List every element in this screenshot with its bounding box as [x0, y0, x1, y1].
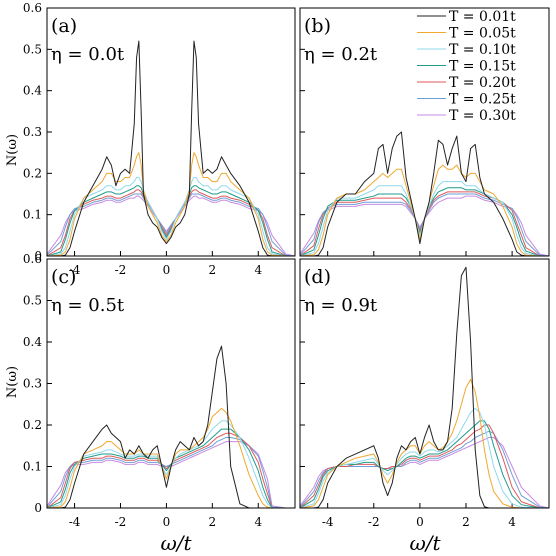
y-tick-label: 0.6: [23, 1, 42, 15]
y-axis-label-bottom: N(ω): [5, 366, 20, 398]
series-line-T5: [300, 430, 549, 508]
plot-frame: [299, 7, 550, 257]
x-tick-label: -2: [115, 515, 127, 529]
panel-label: (d): [304, 266, 331, 288]
y-tick-label: 0.3: [23, 377, 42, 391]
series-line-T0: [47, 345, 286, 508]
series-line-T2: [300, 407, 549, 508]
series-line-T5: [47, 193, 295, 256]
y-tick-label: 0.5: [23, 42, 42, 56]
y-tick-label: 0.2: [23, 166, 42, 180]
series-line-T6: [300, 195, 549, 256]
y-tick-label: 0.1: [23, 208, 42, 222]
y-tick-label: 0.5: [23, 294, 42, 308]
series-line-T0: [47, 40, 295, 256]
legend-label: T = 0.05t: [449, 26, 516, 42]
eta-annotation: η = 0.0t: [51, 44, 125, 65]
x-axis-label-right: ω/t: [409, 531, 441, 555]
panel-label: (b): [304, 15, 331, 37]
panel-label: (a): [51, 15, 77, 37]
x-tick-label: -4: [69, 515, 81, 529]
y-tick-label: 0.4: [23, 84, 42, 98]
x-tick-label: 4: [508, 515, 516, 529]
series-line-T4: [300, 424, 549, 508]
series-line-T3: [300, 420, 549, 508]
x-tick-label: 0: [416, 515, 424, 529]
x-tick-label: -2: [368, 515, 380, 529]
series-line-T0: [300, 131, 549, 256]
y-tick-label: 0.2: [23, 418, 42, 432]
series-line-T2: [47, 176, 295, 256]
y-tick-label: 0.1: [23, 460, 42, 474]
y-tick-label: 0.4: [23, 335, 42, 349]
panel-label: (c): [51, 266, 76, 288]
x-tick-label: 4: [254, 263, 262, 277]
x-axis-label-left: ω/t: [160, 531, 192, 555]
x-tick-label: 2: [209, 263, 217, 277]
y-tick-label: 0.6: [23, 252, 42, 266]
series-line-T1: [300, 378, 549, 508]
panel-c: -4 -2 0 2 4 0 0.1 0.2 0.3 0.4 0.5 0.6 (c) η = 0.5t: [23, 252, 296, 529]
legend-label: T = 0.30t: [449, 108, 516, 124]
x-tick-label: 2: [209, 515, 217, 529]
eta-annotation: η = 0.5t: [51, 295, 125, 316]
eta-annotation: η = 0.2t: [304, 44, 378, 65]
x-tick-label: 4: [254, 515, 262, 529]
plot-frame: [46, 258, 296, 509]
series-line-T1: [47, 152, 295, 256]
panel-a: -4 -2 0 2 4 0 0.1 0.2 0.3 0.4 0.5 0.6 (a) η = 0.0t: [23, 1, 296, 277]
legend-label: T = 0.15t: [449, 59, 516, 75]
series-line-T3: [47, 185, 295, 256]
y-tick-label: 0: [34, 249, 42, 263]
x-tick-label: -4: [69, 263, 81, 277]
series-line-T6: [47, 195, 295, 256]
legend-label: T = 0.10t: [449, 42, 516, 58]
x-tick-label: -4: [322, 515, 334, 529]
x-tick-label: 0: [163, 515, 171, 529]
plot-frame: [299, 258, 550, 509]
x-tick-label: 2: [462, 515, 470, 529]
legend-label: T = 0.20t: [449, 75, 516, 91]
legend-label: T = 0.25t: [449, 92, 516, 108]
eta-annotation: η = 0.9t: [304, 295, 378, 316]
series-line-T2: [47, 420, 286, 508]
y-tick-label: 0.3: [23, 125, 42, 139]
series-line-T4: [47, 432, 286, 508]
x-tick-label: -2: [115, 263, 127, 277]
plot-frame: [46, 7, 296, 257]
series-line-T2: [300, 181, 549, 256]
legend-label: T = 0.01t: [449, 9, 516, 25]
series-line-T5: [47, 436, 286, 508]
panel-b: (b) η = 0.2t: [299, 7, 550, 257]
panel-d: -4 -2 0 2 4 (d) η = 0.9t: [299, 258, 550, 529]
series-line-T3: [47, 428, 286, 508]
series-line-T0: [300, 266, 549, 508]
x-tick-label: 0: [163, 263, 171, 277]
series-line-T1: [47, 407, 286, 508]
y-axis-label-top: N(ω): [5, 134, 20, 166]
y-tick-label: 0: [34, 501, 42, 515]
series-line-T4: [47, 189, 295, 256]
